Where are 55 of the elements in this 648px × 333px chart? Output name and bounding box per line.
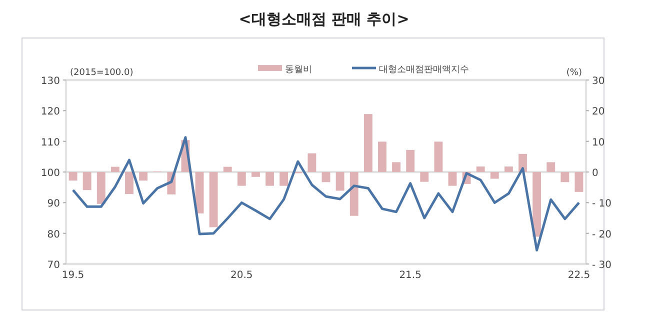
bar [350, 172, 358, 216]
x-tick-label: 21.5 [399, 270, 422, 281]
bar [223, 166, 232, 172]
bar [139, 172, 148, 181]
chart-title: <대형소매점 판매 추이> [238, 10, 410, 28]
bar [322, 172, 330, 182]
bar [68, 172, 78, 181]
bar [434, 142, 443, 172]
y2-tick-label: 10 [592, 137, 605, 148]
bar [448, 172, 457, 186]
bar [378, 142, 386, 172]
legend-label: 대형소매점판매액지수 [379, 65, 469, 75]
bar [110, 166, 120, 172]
y2-tick-label: - 10 [592, 198, 612, 210]
x-tick-label: 19.5 [62, 270, 84, 281]
bar [392, 162, 400, 172]
text: (2015=100.0) [70, 68, 134, 78]
legend-label: 동월비 [285, 65, 312, 75]
bar [574, 172, 584, 192]
bar [252, 172, 260, 177]
y-tick-label: 110 [40, 137, 60, 148]
bar [125, 172, 134, 194]
bar [237, 172, 246, 186]
bar [336, 172, 344, 191]
bar [406, 150, 415, 172]
bar [82, 172, 92, 190]
y-tick-label: 100 [40, 168, 60, 179]
x-tick-label: 20.5 [230, 270, 253, 281]
bar [308, 153, 316, 172]
bar [476, 166, 485, 172]
bar [490, 172, 499, 179]
bar [209, 172, 218, 228]
bar [560, 172, 570, 182]
bar [280, 172, 288, 186]
bar [546, 162, 556, 172]
y-tick-label: 120 [40, 106, 60, 118]
y2-tick-label: - 30 [592, 260, 612, 271]
bar [532, 172, 542, 237]
x-tick-label: 22.5 [568, 270, 590, 281]
y2-tick-label: 0 [592, 168, 598, 179]
bar [96, 172, 106, 204]
bar [195, 172, 204, 214]
y2-tick-label: 20 [592, 106, 605, 118]
bar [420, 172, 429, 182]
text: (%) [566, 68, 582, 78]
bar [364, 114, 372, 172]
bar [266, 172, 274, 186]
line-series [72, 136, 580, 252]
y2-tick-label: 30 [592, 76, 605, 87]
bar [504, 166, 513, 172]
y2-tick-label: - 20 [592, 229, 612, 240]
y-tick-label: 70 [47, 260, 60, 271]
y-tick-label: 130 [40, 76, 60, 87]
y-tick-label: 90 [47, 198, 60, 210]
y-tick-label: 80 [47, 229, 60, 240]
